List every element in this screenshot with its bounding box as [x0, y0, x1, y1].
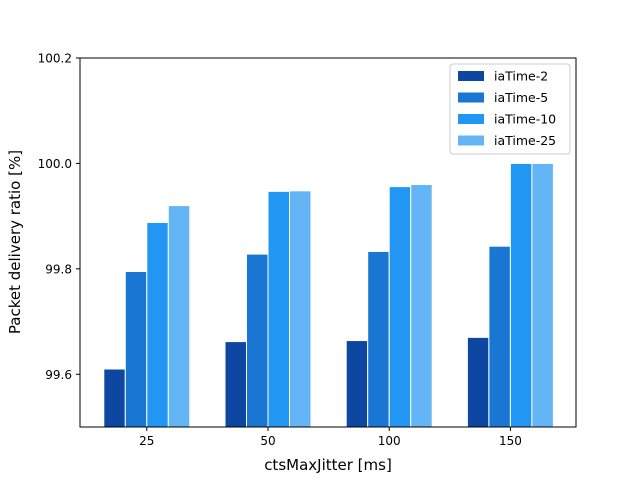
legend-swatch [458, 92, 484, 103]
bar-iaTime-5-50 [246, 253, 269, 428]
bar-iaTime-25-100 [410, 184, 433, 428]
bar-iaTime-5-150 [488, 245, 511, 428]
legend-swatch [458, 135, 484, 146]
y-tick-label: 100.2 [38, 52, 72, 66]
bar-iaTime-2-50 [224, 341, 247, 428]
x-tick-label: 100 [378, 434, 401, 448]
bar-iaTime-2-100 [345, 340, 369, 428]
y-tick-label: 99.8 [45, 262, 72, 276]
x-tick-label: 25 [139, 434, 154, 448]
x-tick-label: 50 [260, 434, 275, 448]
legend-label: iaTime-25 [494, 133, 556, 148]
bar-iaTime-25-150 [531, 162, 554, 428]
bar-iaTime-2-25 [103, 368, 126, 428]
legend-label: iaTime-2 [494, 69, 548, 84]
bar-iaTime-10-50 [267, 190, 290, 428]
bar-iaTime-10-100 [388, 186, 412, 428]
plot-frame [79, 57, 577, 428]
y-tick-label: 99.6 [45, 368, 72, 382]
legend-swatch [458, 71, 484, 81]
bar-iaTime-5-25 [124, 270, 148, 428]
legend-box [449, 63, 571, 155]
x-axis: 25 50 100 150 [139, 427, 522, 448]
x-axis-label: ctsMaxJitter [ms] [264, 456, 392, 474]
x-tick-label: 150 [499, 434, 522, 448]
bar-iaTime-2-150 [466, 336, 490, 428]
bar-iaTime-10-25 [146, 221, 169, 428]
bar-iaTime-25-50 [289, 190, 312, 428]
bars-layer [103, 162, 554, 428]
legend-label: iaTime-10 [494, 112, 556, 127]
legend: iaTime-2 iaTime-5 iaTime-10 iaTime-25 [449, 63, 571, 155]
legend-label: iaTime-5 [494, 90, 548, 105]
y-axis: 99.6 99.8 100.0 100.2 [38, 52, 80, 382]
bar-iaTime-5-100 [367, 250, 390, 428]
legend-swatch [458, 114, 484, 124]
y-tick-label: 100.0 [38, 157, 72, 171]
bar-iaTime-10-150 [509, 162, 533, 428]
y-axis-label: Packet delivery ratio [%] [6, 150, 24, 334]
bar-iaTime-25-25 [167, 205, 191, 428]
